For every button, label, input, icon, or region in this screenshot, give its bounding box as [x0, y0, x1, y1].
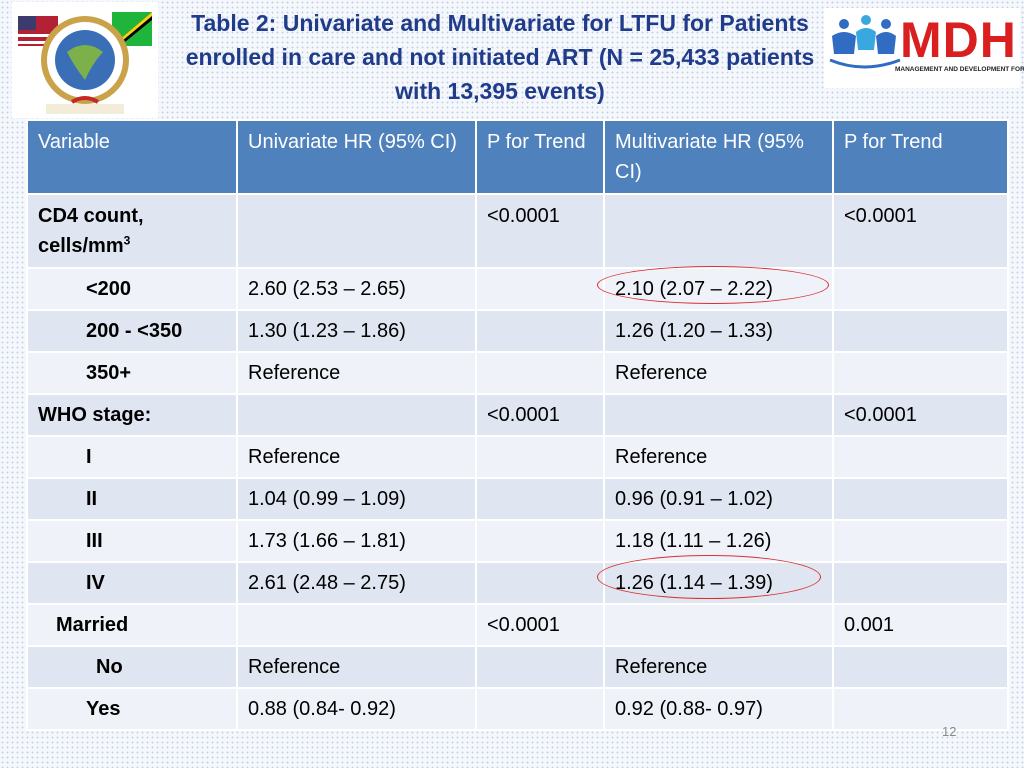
- row-univariate: [236, 193, 477, 269]
- row-multivariate: [603, 193, 834, 269]
- row-multivariate: 1.26 (1.20 – 1.33): [603, 309, 834, 353]
- row-p1: [475, 519, 605, 563]
- table-row: 200 - <350 1.30 (1.23 – 1.86) 1.26 (1.20…: [26, 309, 1009, 353]
- row-variable: IV: [26, 561, 238, 605]
- row-p1: [475, 687, 605, 731]
- header-p-for-trend-1: P for Trend: [475, 119, 605, 195]
- row-univariate: Reference: [236, 435, 477, 479]
- row-univariate: Reference: [236, 645, 477, 689]
- row-univariate: 2.61 (2.48 – 2.75): [236, 561, 477, 605]
- row-multivariate: 1.18 (1.11 – 1.26): [603, 519, 834, 563]
- table-row: <200 2.60 (2.53 – 2.65) 2.10 (2.07 – 2.2…: [26, 267, 1009, 311]
- table-row: III 1.73 (1.66 – 1.81) 1.18 (1.11 – 1.26…: [26, 519, 1009, 563]
- row-multivariate: Reference: [603, 645, 834, 689]
- table-row: 350+ Reference Reference: [26, 351, 1009, 395]
- results-table: Variable Univariate HR (95% CI) P for Tr…: [26, 119, 1009, 731]
- row-p1: [475, 561, 605, 605]
- row-p1: [475, 309, 605, 353]
- row-p2: <0.0001: [832, 393, 1009, 437]
- row-variable: 350+: [26, 351, 238, 395]
- table-row: WHO stage: <0.0001 <0.0001: [26, 393, 1009, 437]
- row-univariate: Reference: [236, 351, 477, 395]
- row-variable: I: [26, 435, 238, 479]
- row-variable: Yes: [26, 687, 238, 731]
- row-p2: [832, 435, 1009, 479]
- table-row: II 1.04 (0.99 – 1.09) 0.96 (0.91 – 1.02): [26, 477, 1009, 521]
- row-p2: [832, 309, 1009, 353]
- row-p1: <0.0001: [475, 603, 605, 647]
- row-multivariate: 1.26 (1.14 – 1.39): [603, 561, 834, 605]
- row-multivariate: Reference: [603, 351, 834, 395]
- row-p1: [475, 267, 605, 311]
- row-p1: [475, 477, 605, 521]
- row-p1: [475, 351, 605, 395]
- row-p1: [475, 435, 605, 479]
- header-p-for-trend-2: P for Trend: [832, 119, 1009, 195]
- mdh-logo-text: MDH: [900, 12, 1017, 68]
- row-p1: <0.0001: [475, 393, 605, 437]
- row-univariate: 1.30 (1.23 – 1.86): [236, 309, 477, 353]
- row-variable: CD4 count, cells/mm3: [26, 193, 238, 269]
- row-p2: <0.0001: [832, 193, 1009, 269]
- row-multivariate: [603, 603, 834, 647]
- row-p2: [832, 267, 1009, 311]
- row-variable: II: [26, 477, 238, 521]
- page-number: 12: [942, 724, 957, 739]
- table-row: Married <0.0001 0.001: [26, 603, 1009, 647]
- mdh-subtitle: MANAGEMENT AND DEVELOPMENT FOR HEALTH: [895, 66, 1024, 73]
- page-title: Table 2: Univariate and Multivariate for…: [185, 10, 815, 104]
- row-p2: [832, 561, 1009, 605]
- row-p2: [832, 519, 1009, 563]
- row-p2: 0.001: [832, 603, 1009, 647]
- row-p2: [832, 645, 1009, 689]
- row-univariate: 1.04 (0.99 – 1.09): [236, 477, 477, 521]
- row-p1: [475, 645, 605, 689]
- seal-logo: [12, 2, 158, 118]
- row-univariate: 1.73 (1.66 – 1.81): [236, 519, 477, 563]
- row-univariate: [236, 393, 477, 437]
- row-multivariate: [603, 393, 834, 437]
- row-variable: III: [26, 519, 238, 563]
- row-variable: Married: [26, 603, 238, 647]
- table-row: I Reference Reference: [26, 435, 1009, 479]
- row-variable: <200: [26, 267, 238, 311]
- header-multivariate-hr: Multivariate HR (95% CI): [603, 119, 834, 195]
- row-p2: [832, 477, 1009, 521]
- row-multivariate: 0.92 (0.88- 0.97): [603, 687, 834, 731]
- header-univariate-hr: Univariate HR (95% CI): [236, 119, 477, 195]
- row-multivariate: 0.96 (0.91 – 1.02): [603, 477, 834, 521]
- row-variable: WHO stage:: [26, 393, 238, 437]
- table-header-row: Variable Univariate HR (95% CI) P for Tr…: [26, 119, 1009, 195]
- row-univariate: 2.60 (2.53 – 2.65): [236, 267, 477, 311]
- row-multivariate: Reference: [603, 435, 834, 479]
- row-p2: [832, 351, 1009, 395]
- row-univariate: [236, 603, 477, 647]
- row-variable: No: [26, 645, 238, 689]
- row-p2: [832, 687, 1009, 731]
- row-univariate: 0.88 (0.84- 0.92): [236, 687, 477, 731]
- row-variable: 200 - <350: [26, 309, 238, 353]
- mdh-logo: MDH: [824, 8, 1020, 88]
- table-row: Yes 0.88 (0.84- 0.92) 0.92 (0.88- 0.97): [26, 687, 1009, 731]
- table-row: CD4 count, cells/mm3 <0.0001 <0.0001: [26, 193, 1009, 269]
- table-row: No Reference Reference: [26, 645, 1009, 689]
- header-variable: Variable: [26, 119, 238, 195]
- row-p1: <0.0001: [475, 193, 605, 269]
- row-multivariate: 2.10 (2.07 – 2.22): [603, 267, 834, 311]
- table-row: IV 2.61 (2.48 – 2.75) 1.26 (1.14 – 1.39): [26, 561, 1009, 605]
